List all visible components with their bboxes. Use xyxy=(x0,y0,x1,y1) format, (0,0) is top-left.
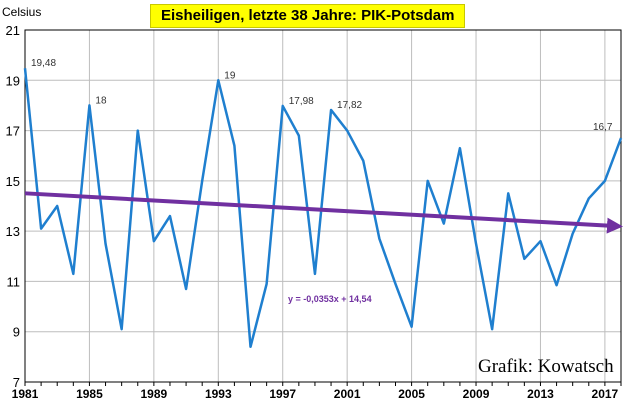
data-label: 16,7 xyxy=(593,122,613,133)
trendline-equation: y = -0,0353x + 14,54 xyxy=(288,294,372,304)
data-label: 19,48 xyxy=(31,58,56,69)
data-label: 18 xyxy=(95,95,107,106)
x-tick-label: 2005 xyxy=(398,387,425,401)
data-label: 19 xyxy=(224,70,236,81)
x-tick-label: 1989 xyxy=(141,387,168,401)
x-tick-label: 1981 xyxy=(12,387,39,401)
x-tick-label: 1985 xyxy=(76,387,103,401)
temperature-series-line xyxy=(23,68,623,349)
x-tick-label: 1993 xyxy=(205,387,232,401)
y-tick-label: 19 xyxy=(6,73,20,88)
y-tick-label: 7 xyxy=(13,375,20,390)
x-tick-label: 1997 xyxy=(269,387,296,401)
y-axis-label: Celsius xyxy=(2,5,42,19)
credit-label: Grafik: Kowatsch xyxy=(478,356,614,377)
plot-frame xyxy=(24,29,622,383)
x-tick-label: 2013 xyxy=(527,387,554,401)
y-tick-label: 21 xyxy=(6,23,20,38)
y-tick-label: 11 xyxy=(7,274,21,289)
x-tick-label: 2001 xyxy=(334,387,361,401)
x-tick-label: 2017 xyxy=(592,387,619,401)
data-label: 17,98 xyxy=(289,96,314,107)
data-label: 17,82 xyxy=(337,100,362,111)
chart-title: Eisheiligen, letzte 38 Jahre: PIK-Potsda… xyxy=(150,4,466,28)
y-tick-label: 9 xyxy=(13,325,20,340)
trendline-arrow xyxy=(24,191,623,234)
y-tick-label: 15 xyxy=(6,174,20,189)
y-tick-label: 17 xyxy=(6,124,20,139)
y-tick-label: 13 xyxy=(6,224,20,239)
x-tick-label: 2009 xyxy=(463,387,490,401)
